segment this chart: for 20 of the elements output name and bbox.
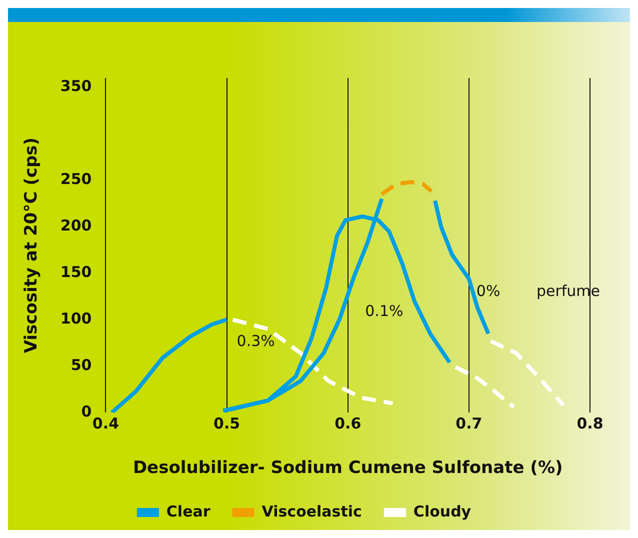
legend-label: Cloudy: [413, 502, 472, 520]
y-tick-label: 0: [81, 402, 92, 420]
y-tick-label: 100: [60, 310, 92, 328]
annotation: 0%: [476, 282, 500, 300]
legend-label: Clear: [166, 502, 211, 520]
y-tick-label: 350: [60, 77, 92, 96]
y-axis-title: Viscosity at 20°C (cps): [22, 137, 42, 354]
y-tick-label: 200: [60, 216, 92, 235]
annotation: 0.1%: [365, 302, 404, 320]
x-tick-label: 0.4: [92, 414, 119, 432]
y-tick-label: 50: [70, 356, 92, 374]
y-tick-label: 150: [60, 263, 92, 282]
x-tick-label: 0.5: [213, 414, 240, 432]
legend-label: Viscoelastic: [262, 502, 362, 520]
annotation: 0.3%: [236, 332, 275, 350]
y-tick-label: 250: [60, 170, 92, 188]
x-tick-label: 0.8: [576, 414, 604, 432]
x-axis-title: Desolubilizer- Sodium Cumene Sulfonate (%): [132, 458, 563, 478]
x-tick-label: 0.6: [334, 414, 362, 432]
x-tick-label: 0.7: [456, 414, 482, 432]
